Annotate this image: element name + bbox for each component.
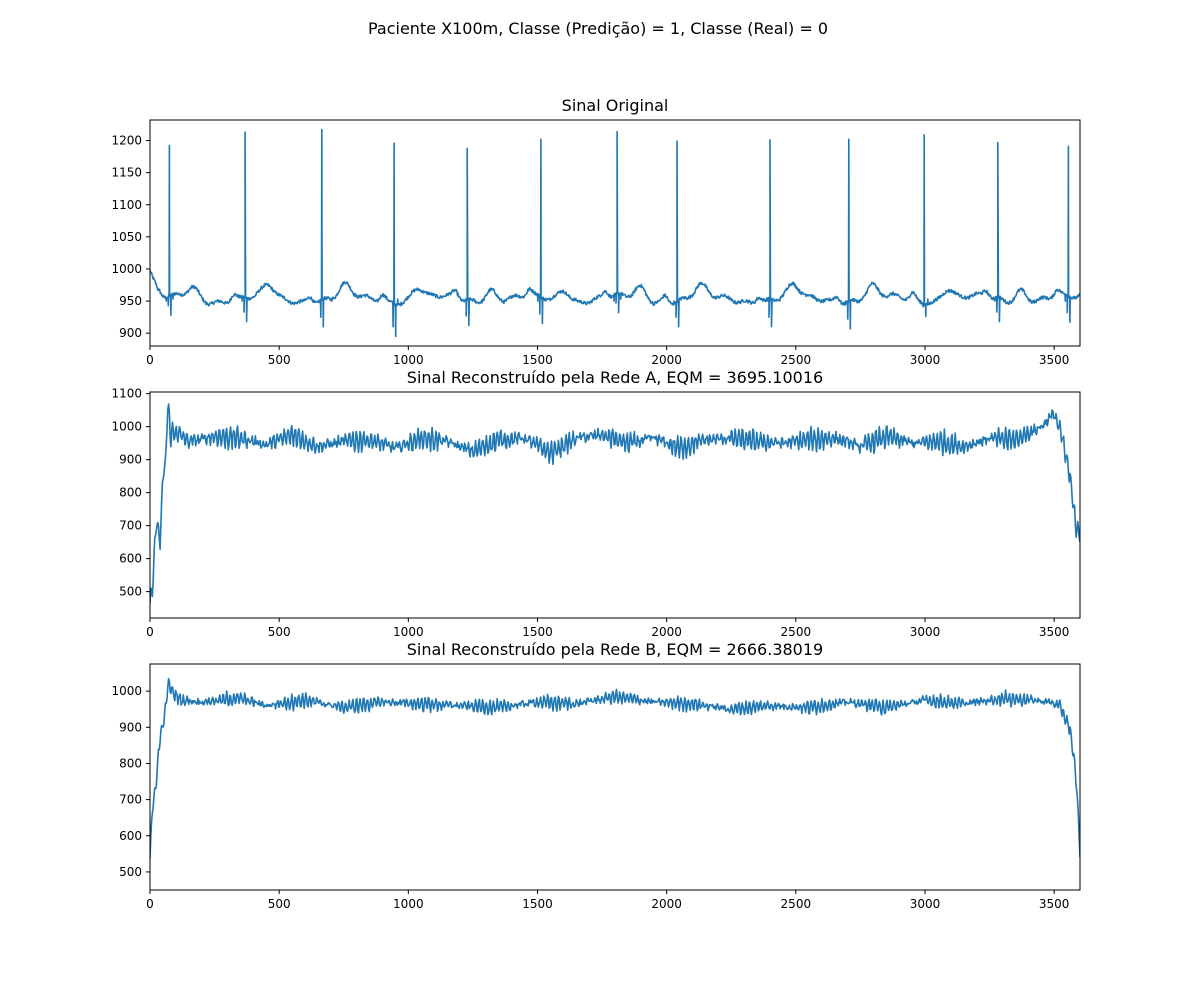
series-line [150,128,1080,338]
x-tick-label: 0 [146,625,154,639]
y-tick-label: 500 [119,585,142,599]
x-tick-label: 1500 [522,353,553,367]
x-tick-label: 2500 [781,897,812,911]
x-tick-label: 3500 [1039,897,1070,911]
x-tick-label: 1000 [393,353,424,367]
y-tick-label: 1100 [111,387,142,401]
y-tick-label: 1000 [111,684,142,698]
series-line [150,403,1080,604]
panel-title-reconstruction-a: Sinal Reconstruído pela Rede A, EQM = 36… [407,368,823,387]
y-tick-label: 600 [119,829,142,843]
y-tick-label: 900 [119,453,142,467]
x-tick-label: 2500 [781,353,812,367]
x-tick-label: 3000 [910,897,941,911]
panel-reconstruction-b: 0 500 1000 1500 2000 2500 3000 3500 500 600 700 800… [111,640,1081,911]
x-tick-label: 3500 [1039,353,1070,367]
y-tick-label: 900 [119,326,142,340]
x-tick-label: 3000 [910,353,941,367]
y-tick-label: 1200 [111,134,142,148]
y-tick-label: 1100 [111,198,142,212]
x-tick-label: 500 [268,897,291,911]
x-tick-label: 500 [268,353,291,367]
x-tick-label: 1000 [393,625,424,639]
x-tick-label: 1500 [522,625,553,639]
y-tick-label: 700 [119,793,142,807]
x-tick-label: 0 [146,897,154,911]
y-tick-label: 500 [119,865,142,879]
panel-reconstruction-a: 0 500 1000 1500 2000 2500 3000 3500 500 600 700 800… [111,368,1081,639]
axes-frame [149,663,1081,891]
axes-frame [149,391,1081,619]
y-tick-label: 600 [119,552,142,566]
x-tick-label: 0 [146,353,154,367]
y-tick-label: 1000 [111,420,142,434]
x-tick-label: 1000 [393,897,424,911]
y-tick-label: 900 [119,720,142,734]
axes-frame [149,119,1081,347]
panel-original-signal: 0 500 1000 1500 2000 2500 3000 3500 900 950 1000 10… [111,96,1081,367]
y-tick-label: 700 [119,519,142,533]
y-tick-label: 800 [119,486,142,500]
x-tick-label: 3500 [1039,625,1070,639]
panel-title-reconstruction-b: Sinal Reconstruído pela Rede B, EQM = 26… [407,640,823,659]
y-tick-label: 1050 [111,230,142,244]
x-tick-label: 1500 [522,897,553,911]
y-tick-label: 1000 [111,262,142,276]
x-tick-label: 2000 [651,353,682,367]
x-tick-label: 500 [268,625,291,639]
x-tick-label: 2500 [781,625,812,639]
figure-suptitle: Paciente X100m, Classe (Predição) = 1, C… [368,19,828,38]
y-tick-label: 800 [119,756,142,770]
panel-title-original: Sinal Original [562,96,669,115]
x-tick-label: 2000 [651,897,682,911]
x-tick-label: 2000 [651,625,682,639]
series-line [150,677,1080,859]
y-tick-label: 1150 [111,166,142,180]
x-tick-label: 3000 [910,625,941,639]
y-tick-label: 950 [119,294,142,308]
